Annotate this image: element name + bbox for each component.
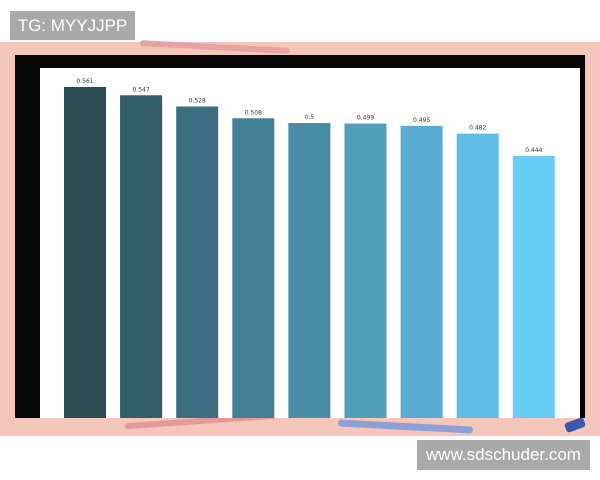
chart-plot-area: 0.561 0.547 0.528 0.508 0.5 0.499 0.495 0.482 0.… bbox=[40, 68, 580, 418]
bar bbox=[232, 118, 275, 418]
bar bbox=[120, 95, 163, 418]
bar-data-label: 0.499 bbox=[357, 115, 374, 122]
bar bbox=[176, 106, 219, 418]
clip-decoration bbox=[563, 416, 587, 434]
bar-data-label: 0.482 bbox=[469, 125, 486, 132]
bar-data-label: 0.5 bbox=[305, 114, 315, 121]
pen-decoration bbox=[337, 419, 474, 434]
bar bbox=[400, 125, 443, 418]
watermark-bottom-right: www.sdschuder.com bbox=[417, 440, 590, 470]
bar-data-label: 0.444 bbox=[525, 147, 542, 154]
bar bbox=[456, 133, 499, 418]
bar-data-label: 0.495 bbox=[413, 117, 430, 124]
bar-data-label: 0.508 bbox=[245, 109, 262, 116]
bar-data-label: 0.547 bbox=[133, 86, 150, 93]
bar-data-label: 0.561 bbox=[76, 78, 93, 85]
bar-chart: 0.561 0.547 0.528 0.508 0.5 0.499 0.495 0.482 0.… bbox=[64, 78, 555, 418]
pencil-decoration bbox=[139, 40, 291, 54]
bar bbox=[344, 123, 387, 418]
bar bbox=[288, 123, 331, 418]
bar bbox=[512, 156, 555, 418]
bar bbox=[64, 87, 106, 418]
bar-data-label: 0.528 bbox=[189, 97, 206, 104]
watermark-top-left: TG: MYYJJPP bbox=[10, 11, 135, 40]
